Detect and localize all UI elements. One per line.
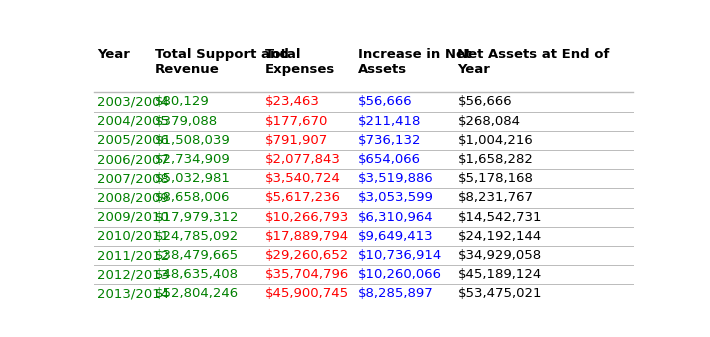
Text: $6,310,964: $6,310,964: [359, 211, 434, 224]
Text: $8,231,767: $8,231,767: [457, 191, 533, 205]
Text: $10,260,066: $10,260,066: [359, 268, 442, 281]
Text: $5,032,981: $5,032,981: [155, 172, 231, 185]
Text: 2005/2006: 2005/2006: [97, 134, 169, 147]
Text: 2010/2011: 2010/2011: [97, 230, 169, 243]
Text: $5,617,236: $5,617,236: [265, 191, 341, 205]
Text: $17,979,312: $17,979,312: [155, 211, 239, 224]
Text: $3,519,886: $3,519,886: [359, 172, 434, 185]
Text: $45,189,124: $45,189,124: [457, 268, 542, 281]
Text: $56,666: $56,666: [359, 95, 413, 109]
Text: $10,736,914: $10,736,914: [359, 249, 442, 262]
Text: 2007/2008: 2007/2008: [97, 172, 169, 185]
Text: $8,658,006: $8,658,006: [155, 191, 230, 205]
Text: $791,907: $791,907: [265, 134, 328, 147]
Text: $2,077,843: $2,077,843: [265, 153, 341, 166]
Text: 2009/2010: 2009/2010: [97, 211, 169, 224]
Text: $3,540,724: $3,540,724: [265, 172, 341, 185]
Text: $654,066: $654,066: [359, 153, 421, 166]
Text: 2012/2013: 2012/2013: [97, 268, 169, 281]
Text: $35,704,796: $35,704,796: [265, 268, 349, 281]
Text: $38,479,665: $38,479,665: [155, 249, 239, 262]
Text: $1,508,039: $1,508,039: [155, 134, 231, 147]
Text: $2,734,909: $2,734,909: [155, 153, 231, 166]
Text: 2011/2012: 2011/2012: [97, 249, 169, 262]
Text: $3,053,599: $3,053,599: [359, 191, 435, 205]
Text: $29,260,652: $29,260,652: [265, 249, 349, 262]
Text: $268,084: $268,084: [457, 115, 520, 128]
Text: $211,418: $211,418: [359, 115, 422, 128]
Text: $177,670: $177,670: [265, 115, 328, 128]
Text: Increase in Net
Assets: Increase in Net Assets: [359, 48, 471, 76]
Text: $48,635,408: $48,635,408: [155, 268, 239, 281]
Text: Total
Expenses: Total Expenses: [265, 48, 335, 76]
Text: 2006/2007: 2006/2007: [97, 153, 169, 166]
Text: 2013/2014: 2013/2014: [97, 287, 169, 301]
Text: $5,178,168: $5,178,168: [457, 172, 533, 185]
Text: $8,285,897: $8,285,897: [359, 287, 434, 301]
Text: $45,900,745: $45,900,745: [265, 287, 349, 301]
Text: 2004/2005: 2004/2005: [97, 115, 169, 128]
Text: $56,666: $56,666: [457, 95, 512, 109]
Text: 2008/2009: 2008/2009: [97, 191, 169, 205]
Text: $17,889,794: $17,889,794: [265, 230, 349, 243]
Text: $23,463: $23,463: [265, 95, 320, 109]
Text: $14,542,731: $14,542,731: [457, 211, 542, 224]
Text: $736,132: $736,132: [359, 134, 422, 147]
Text: Total Support and
Revenue: Total Support and Revenue: [155, 48, 289, 76]
Text: $379,088: $379,088: [155, 115, 218, 128]
Text: Year: Year: [97, 48, 130, 61]
Text: $1,004,216: $1,004,216: [457, 134, 533, 147]
Text: 2003/2004: 2003/2004: [97, 95, 169, 109]
Text: $80,129: $80,129: [155, 95, 209, 109]
Text: $24,785,092: $24,785,092: [155, 230, 239, 243]
Text: $53,475,021: $53,475,021: [457, 287, 542, 301]
Text: $9,649,413: $9,649,413: [359, 230, 434, 243]
Text: $10,266,793: $10,266,793: [265, 211, 349, 224]
Text: $52,804,246: $52,804,246: [155, 287, 239, 301]
Text: $1,658,282: $1,658,282: [457, 153, 533, 166]
Text: Net Assets at End of
Year: Net Assets at End of Year: [457, 48, 610, 76]
Text: $24,192,144: $24,192,144: [457, 230, 542, 243]
Text: $34,929,058: $34,929,058: [457, 249, 542, 262]
